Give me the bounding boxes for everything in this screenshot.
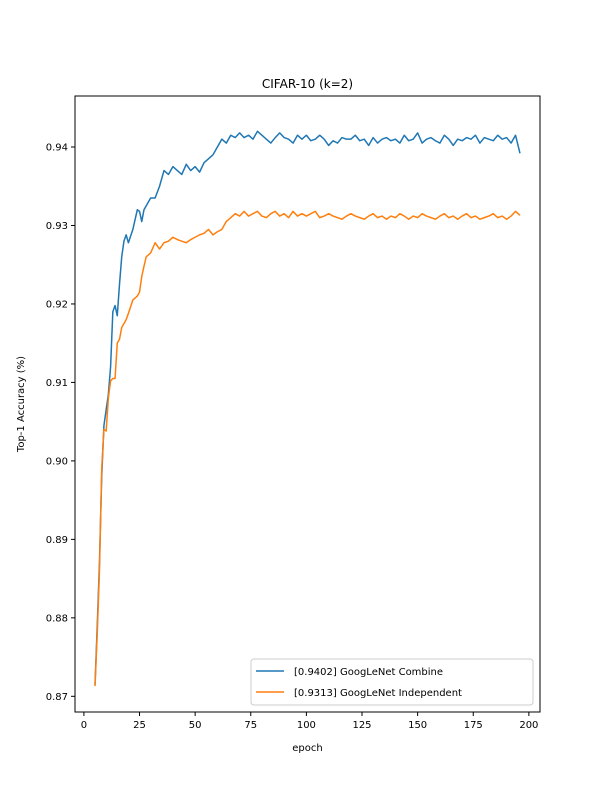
series-line-1	[94, 210, 521, 687]
tick-group: 0 25 50 75 100 125 150 175 200 0.87 0.88 0.89 0.90 0.…	[46, 143, 539, 731]
y-tick-label-3: 0.90	[46, 456, 68, 467]
legend-label-combine: [0.9402] GoogLeNet Combine	[294, 667, 443, 678]
x-tick-label-7: 175	[464, 720, 483, 731]
x-tick-label-5: 125	[352, 720, 371, 731]
plot-frame	[74, 95, 541, 713]
chart-title: CIFAR-10 (k=2)	[262, 77, 353, 91]
x-tick-label-6: 150	[408, 720, 427, 731]
y-tick-label-5: 0.92	[46, 299, 68, 310]
y-tick-label-7: 0.94	[46, 143, 68, 154]
series-line-0	[94, 130, 521, 685]
y-tick-label-6: 0.93	[46, 221, 68, 232]
y-tick-label-4: 0.91	[46, 378, 68, 389]
x-tick-label-1: 25	[133, 720, 146, 731]
x-tick-label-8: 200	[519, 720, 538, 731]
legend: [0.9402] GoogLeNet Combine [0.9313] Goog…	[250, 658, 534, 706]
legend-box	[250, 658, 534, 706]
series-group	[94, 130, 521, 687]
x-tick-label-3: 75	[244, 720, 257, 731]
x-tick-label-0: 0	[81, 720, 87, 731]
y-axis-label: Top-1 Accuracy (%)	[16, 356, 27, 453]
x-tick-label-2: 50	[189, 720, 202, 731]
legend-label-independent: [0.9313] GoogLeNet Independent	[294, 688, 462, 699]
y-tick-label-0: 0.87	[46, 692, 68, 703]
y-tick-label-2: 0.89	[46, 535, 68, 546]
x-tick-label-4: 100	[297, 720, 316, 731]
x-axis-label: epoch	[292, 743, 322, 754]
y-tick-label-1: 0.88	[46, 613, 68, 624]
